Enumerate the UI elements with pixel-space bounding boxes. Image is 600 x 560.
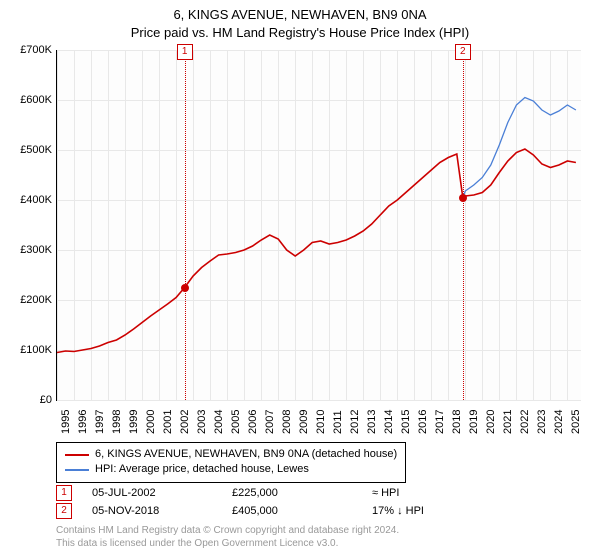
title-block: 6, KINGS AVENUE, NEWHAVEN, BN9 0NA Price… [0,0,600,43]
legend-row: 6, KINGS AVENUE, NEWHAVEN, BN9 0NA (deta… [65,447,397,462]
xtick-label: 2019 [468,410,480,434]
title-line-2: Price paid vs. HM Land Registry's House … [0,24,600,42]
ytick-label: £100K [0,344,52,356]
ytick-label: £500K [0,144,52,156]
ytick-label: £700K [0,44,52,56]
sale-diff: ≈ HPI [372,487,492,499]
xtick-label: 2024 [553,410,565,434]
xtick-label: 1995 [60,410,72,434]
legend-swatch [65,469,89,471]
xtick-label: 2013 [366,410,378,434]
xtick-label: 2023 [536,410,548,434]
xtick-label: 2025 [570,410,582,434]
sale-date: 05-JUL-2002 [92,487,232,499]
xtick-label: 2003 [196,410,208,434]
attribution-line-1: Contains HM Land Registry data © Crown c… [56,524,399,537]
xtick-label: 1999 [128,410,140,434]
xtick-label: 2011 [332,410,344,434]
xtick-label: 2004 [213,410,225,434]
legend-label: 6, KINGS AVENUE, NEWHAVEN, BN9 0NA (deta… [95,447,397,462]
ytick-label: £400K [0,194,52,206]
attribution-line-2: This data is licensed under the Open Gov… [56,537,399,550]
sale-price: £225,000 [232,487,372,499]
xtick-label: 2006 [247,410,259,434]
legend-row: HPI: Average price, detached house, Lewe… [65,462,397,477]
sale-row: 2 05-NOV-2018£405,00017% ↓ HPI [56,502,492,520]
series-price_paid [57,149,576,353]
sale-diff: 17% ↓ HPI [372,505,492,517]
xtick-label: 2017 [434,410,446,434]
legend-label: HPI: Average price, detached house, Lewe… [95,462,309,477]
sale-date: 05-NOV-2018 [92,505,232,517]
sale-index-box: 2 [56,503,72,519]
chart-container: 6, KINGS AVENUE, NEWHAVEN, BN9 0NA Price… [0,0,600,560]
xtick-label: 2010 [315,410,327,434]
legend: 6, KINGS AVENUE, NEWHAVEN, BN9 0NA (deta… [56,442,406,483]
gridline-h [57,400,581,401]
xtick-label: 2005 [230,410,242,434]
plot-area: 12 [56,50,581,401]
xtick-label: 2016 [417,410,429,434]
ytick-label: £600K [0,94,52,106]
attribution: Contains HM Land Registry data © Crown c… [56,524,399,550]
ytick-label: £0 [0,394,52,406]
xtick-label: 1996 [77,410,89,434]
ytick-label: £300K [0,244,52,256]
sale-price: £405,000 [232,505,372,517]
sale-dot [459,194,467,202]
xtick-label: 2007 [264,410,276,434]
xtick-label: 2021 [502,410,514,434]
sale-index-box: 1 [56,485,72,501]
xtick-label: 2014 [383,410,395,434]
series-hpi [463,98,576,198]
xtick-label: 2012 [349,410,361,434]
title-line-1: 6, KINGS AVENUE, NEWHAVEN, BN9 0NA [0,6,600,24]
xtick-label: 1997 [94,410,106,434]
xtick-label: 2008 [281,410,293,434]
xtick-label: 2000 [145,410,157,434]
legend-swatch [65,454,89,456]
series-svg [57,50,581,400]
xtick-label: 2001 [162,410,174,434]
xtick-label: 2015 [400,410,412,434]
xtick-label: 2018 [451,410,463,434]
xtick-label: 2022 [519,410,531,434]
xtick-label: 2009 [298,410,310,434]
sales-table: 1 05-JUL-2002£225,000≈ HPI 2 05-NOV-2018£40… [56,484,492,520]
sale-dot [181,284,189,292]
ytick-label: £200K [0,294,52,306]
xtick-label: 2002 [179,410,191,434]
xtick-label: 1998 [111,410,123,434]
xtick-label: 2020 [485,410,497,434]
sale-row: 1 05-JUL-2002£225,000≈ HPI [56,484,492,502]
